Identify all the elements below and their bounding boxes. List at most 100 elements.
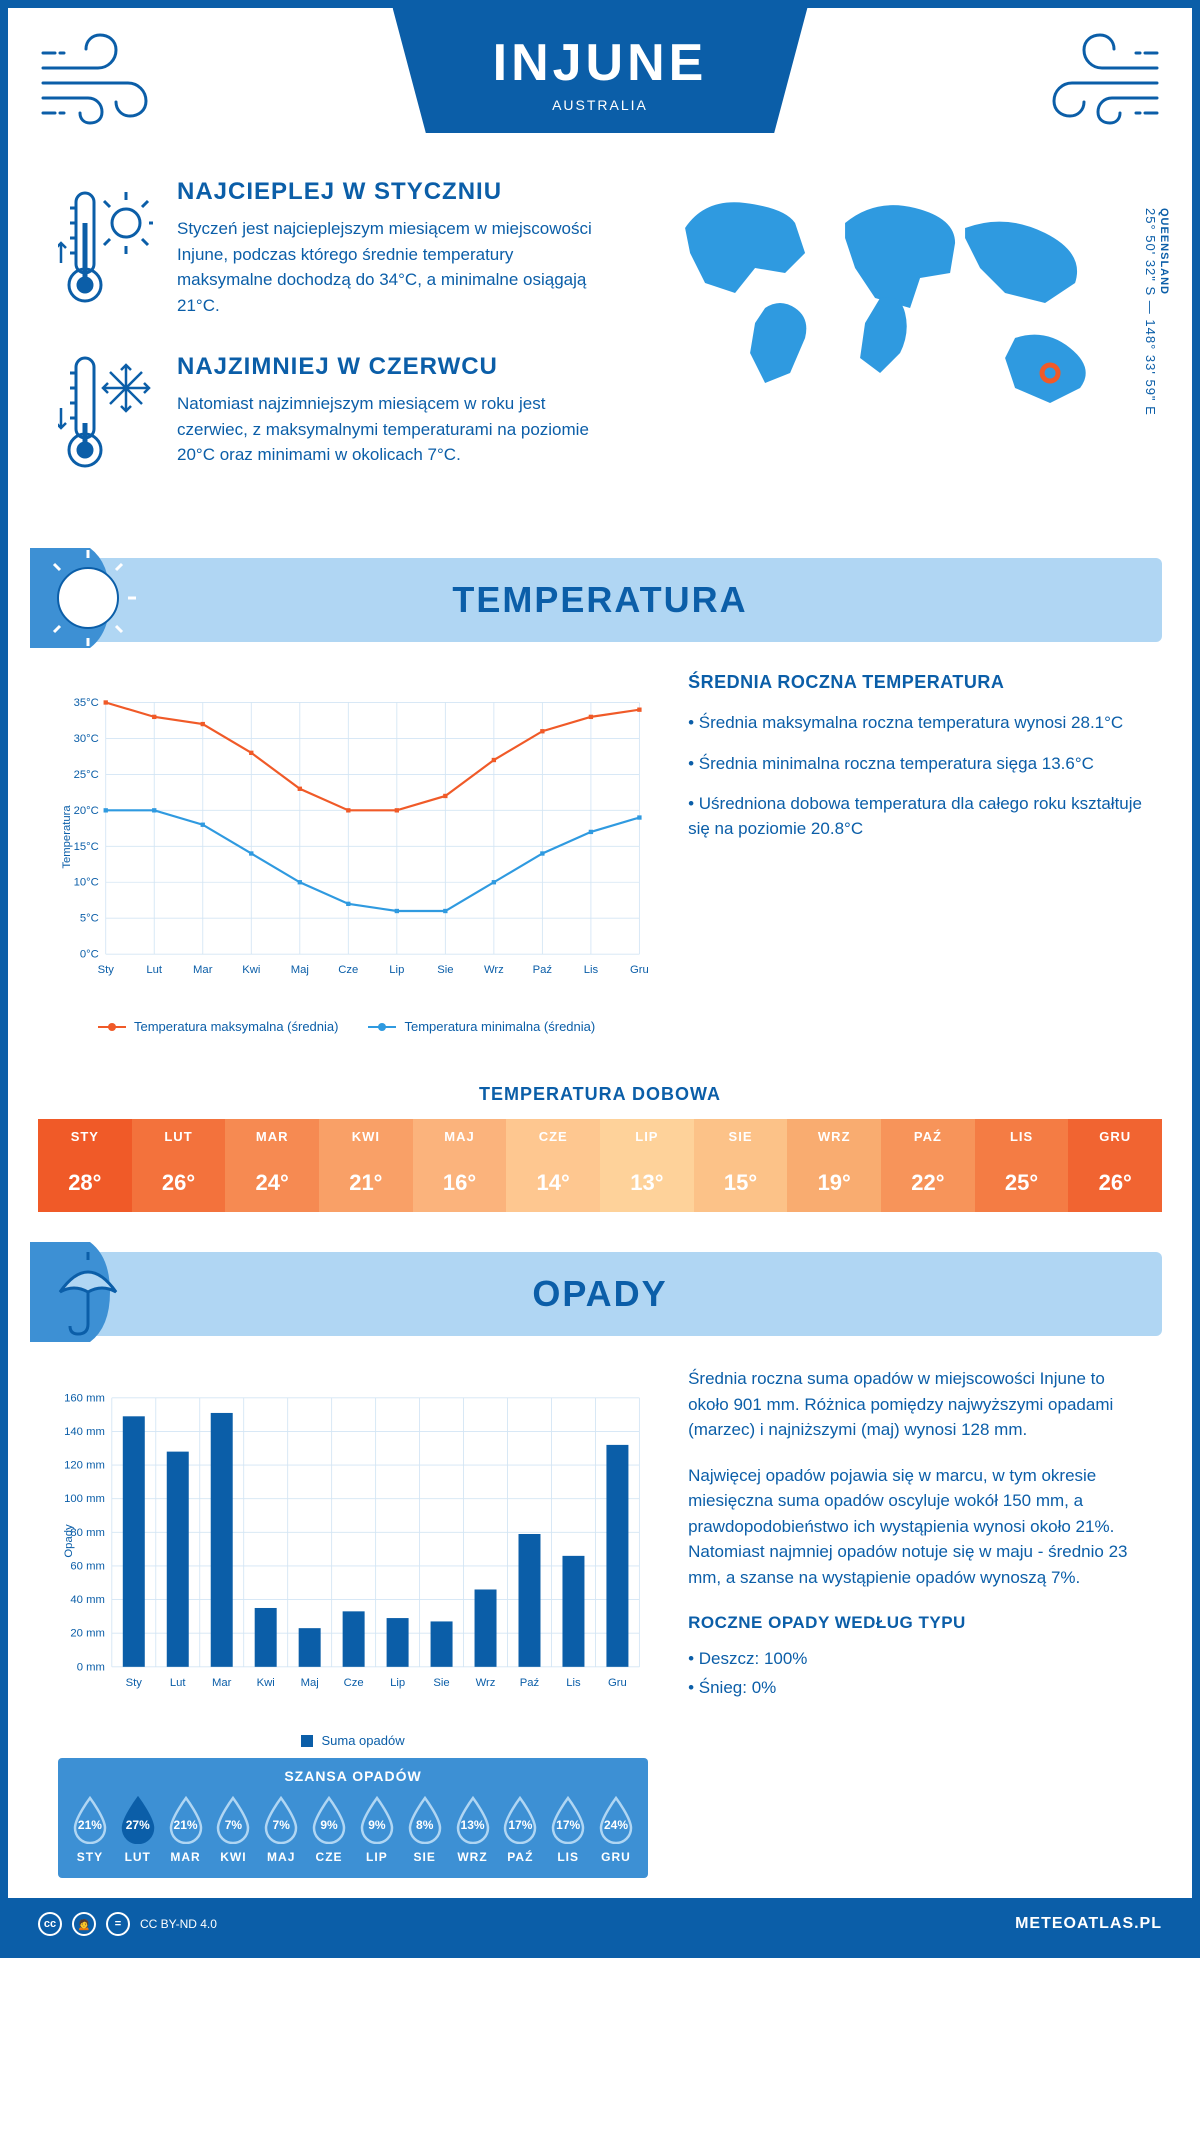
svg-text:Opady: Opady bbox=[63, 1524, 75, 1558]
title-banner: INJUNE AUSTRALIA bbox=[393, 8, 808, 133]
svg-text:160 mm: 160 mm bbox=[64, 1392, 105, 1404]
temp-table-col: STY28° bbox=[38, 1119, 132, 1212]
section-title-temp: TEMPERATURA bbox=[38, 579, 1162, 621]
temp-table-col: MAR24° bbox=[225, 1119, 319, 1212]
precipitation-section-title: OPADY bbox=[38, 1252, 1162, 1336]
chance-item: 13% WRZ bbox=[452, 1794, 494, 1864]
svg-text:Wrz: Wrz bbox=[484, 964, 504, 976]
svg-text:Maj: Maj bbox=[291, 964, 309, 976]
precip-type-title: ROCZNE OPADY WEDŁUG TYPU bbox=[688, 1610, 1142, 1636]
svg-text:Mar: Mar bbox=[193, 964, 213, 976]
license-text: CC BY-ND 4.0 bbox=[140, 1917, 217, 1931]
svg-text:Sty: Sty bbox=[126, 1677, 143, 1689]
svg-text:Sty: Sty bbox=[98, 964, 115, 976]
temp-side-title: ŚREDNIA ROCZNA TEMPERATURA bbox=[688, 672, 1142, 693]
chance-item: 7% MAJ bbox=[260, 1794, 302, 1864]
temp-side-p3: • Uśredniona dobowa temperatura dla całe… bbox=[688, 792, 1142, 841]
site-name: METEOATLAS.PL bbox=[1015, 1915, 1162, 1933]
temperature-section-title: TEMPERATURA bbox=[38, 558, 1162, 642]
svg-text:Temperatura: Temperatura bbox=[61, 805, 73, 869]
svg-text:120 mm: 120 mm bbox=[64, 1460, 105, 1472]
chance-item: 17% LIS bbox=[547, 1794, 589, 1864]
fact-cold-text: Natomiast najzimniejszym miesiącem w rok… bbox=[177, 391, 598, 468]
temp-table-col: WRZ19° bbox=[787, 1119, 881, 1212]
svg-text:140 mm: 140 mm bbox=[64, 1426, 105, 1438]
svg-text:Kwi: Kwi bbox=[242, 964, 260, 976]
precip-type-1: • Deszcz: 100% bbox=[688, 1646, 1142, 1672]
temp-table-col: MAJ16° bbox=[413, 1119, 507, 1212]
svg-text:60 mm: 60 mm bbox=[70, 1560, 104, 1572]
chance-item: 9% CZE bbox=[308, 1794, 350, 1864]
city-name: INJUNE bbox=[493, 33, 708, 93]
page: INJUNE AUSTRALIA bbox=[0, 0, 1200, 1958]
precip-p1: Średnia roczna suma opadów w miejscowośc… bbox=[688, 1366, 1142, 1443]
temp-table-col: GRU26° bbox=[1068, 1119, 1162, 1212]
svg-text:Gru: Gru bbox=[630, 964, 648, 976]
region-name: QUEENSLAND bbox=[1158, 208, 1170, 410]
chance-item: 27% LUT bbox=[117, 1794, 159, 1864]
temp-side-p1: • Średnia maksymalna roczna temperatura … bbox=[688, 711, 1142, 736]
svg-text:35°C: 35°C bbox=[74, 697, 99, 709]
svg-text:Lis: Lis bbox=[566, 1677, 581, 1689]
nd-icon: = bbox=[106, 1912, 130, 1936]
svg-text:Wrz: Wrz bbox=[476, 1677, 496, 1689]
precipitation-body: 0 mm20 mm40 mm60 mm80 mm100 mm120 mm140 … bbox=[8, 1336, 1192, 1898]
svg-text:15°C: 15°C bbox=[74, 841, 99, 853]
world-map-icon bbox=[628, 178, 1142, 428]
chance-item: 9% LIP bbox=[356, 1794, 398, 1864]
coordinates: QUEENSLAND 25° 50' 32" S — 148° 33' 59" … bbox=[1143, 208, 1170, 416]
thermometer-sun-icon bbox=[58, 178, 153, 318]
svg-text:80 mm: 80 mm bbox=[70, 1527, 104, 1539]
chance-item: 8% SIE bbox=[404, 1794, 446, 1864]
temp-table-col: LUT26° bbox=[132, 1119, 226, 1212]
svg-text:Paź: Paź bbox=[520, 1677, 540, 1689]
legend-max: Temperatura maksymalna (średnia) bbox=[134, 1019, 338, 1034]
svg-text:Sie: Sie bbox=[437, 964, 453, 976]
temp-table-col: SIE15° bbox=[694, 1119, 788, 1212]
temp-legend: Temperatura maksymalna (średnia) Tempera… bbox=[98, 1019, 648, 1034]
svg-text:25°C: 25°C bbox=[74, 769, 99, 781]
daily-temp-title: TEMPERATURA DOBOWA bbox=[8, 1084, 1192, 1105]
fact-cold: NAJZIMNIEJ W CZERWCU Natomiast najzimnie… bbox=[58, 353, 598, 473]
temperature-body: 0°C5°C10°C15°C20°C25°C30°C35°CStyLutMarK… bbox=[8, 642, 1192, 1064]
svg-text:Cze: Cze bbox=[338, 964, 358, 976]
svg-text:Kwi: Kwi bbox=[257, 1677, 275, 1689]
legend-precip: Suma opadów bbox=[321, 1733, 404, 1748]
precip-p2: Najwięcej opadów pojawia się w marcu, w … bbox=[688, 1463, 1142, 1591]
temp-table-col: LIS25° bbox=[975, 1119, 1069, 1212]
temp-table-col: PAŹ22° bbox=[881, 1119, 975, 1212]
svg-text:Cze: Cze bbox=[344, 1677, 364, 1689]
svg-text:Lut: Lut bbox=[146, 964, 163, 976]
svg-text:Lip: Lip bbox=[390, 1677, 405, 1689]
temp-side-p2: • Średnia minimalna roczna temperatura s… bbox=[688, 752, 1142, 777]
temp-table-col: LIP13° bbox=[600, 1119, 694, 1212]
thermometer-snow-icon bbox=[58, 353, 153, 473]
by-icon: 🙍 bbox=[72, 1912, 96, 1936]
temperature-line-chart: 0°C5°C10°C15°C20°C25°C30°C35°CStyLutMarK… bbox=[58, 672, 648, 1002]
fact-warm-title: NAJCIEPLEJ W STYCZNIU bbox=[177, 178, 598, 206]
coords-text: 25° 50' 32" S — 148° 33' 59" E bbox=[1143, 208, 1158, 416]
svg-text:Paź: Paź bbox=[533, 964, 553, 976]
svg-text:Lut: Lut bbox=[170, 1677, 187, 1689]
svg-text:Lis: Lis bbox=[584, 964, 599, 976]
section-title-precip: OPADY bbox=[38, 1273, 1162, 1315]
legend-min: Temperatura minimalna (średnia) bbox=[404, 1019, 595, 1034]
country-name: AUSTRALIA bbox=[493, 97, 708, 113]
fact-cold-title: NAJZIMNIEJ W CZERWCU bbox=[177, 353, 598, 381]
precip-legend: Suma opadów bbox=[58, 1733, 648, 1748]
temp-table-col: KWI21° bbox=[319, 1119, 413, 1212]
svg-text:Lip: Lip bbox=[389, 964, 404, 976]
wind-icon bbox=[38, 28, 178, 128]
umbrella-icon bbox=[30, 1242, 150, 1342]
chance-item: 24% GRU bbox=[595, 1794, 637, 1864]
svg-text:20 mm: 20 mm bbox=[70, 1628, 104, 1640]
sun-icon bbox=[30, 548, 150, 648]
svg-text:Mar: Mar bbox=[212, 1677, 232, 1689]
svg-text:Sie: Sie bbox=[433, 1677, 449, 1689]
chance-item: 7% KWI bbox=[212, 1794, 254, 1864]
svg-text:10°C: 10°C bbox=[74, 877, 99, 889]
precipitation-bar-chart: 0 mm20 mm40 mm60 mm80 mm100 mm120 mm140 … bbox=[58, 1366, 648, 1716]
chance-item: 21% STY bbox=[69, 1794, 111, 1864]
svg-text:40 mm: 40 mm bbox=[70, 1594, 104, 1606]
svg-text:20°C: 20°C bbox=[74, 805, 99, 817]
